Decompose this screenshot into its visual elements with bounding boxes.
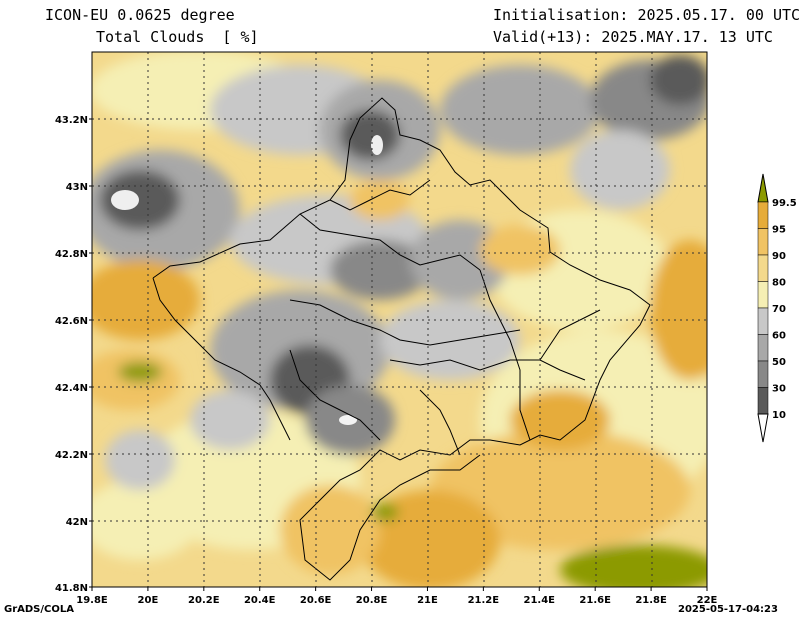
footer-credit: GrADS/COLA: [4, 604, 74, 615]
colorbar-legend: 99.5 95 90 80 70 60 50 30 10: [757, 173, 797, 443]
tick-marks: [89, 118, 708, 591]
legend-swatch: [757, 201, 769, 229]
legend-swatch: [757, 307, 769, 335]
lon-tick-label: 19.8E: [76, 595, 108, 606]
lat-tick-label: 42.8N: [55, 249, 88, 260]
legend-level-label: 70: [772, 304, 786, 315]
legend-swatch: [757, 360, 769, 388]
parameter-title: Total Clouds [ %]: [96, 28, 259, 46]
lon-tick-label: 21.8E: [635, 595, 667, 606]
legend-level-label: 50: [772, 357, 786, 368]
legend-level-label: 30: [772, 384, 786, 395]
lat-tick-label: 42N: [66, 517, 88, 528]
lon-tick-label: 20.6E: [300, 595, 332, 606]
admin-borders: [152, 97, 651, 581]
latitude-labels: 43.2N 43N 42.8N 42.6N 42.4N 42.2N 42N 41.8N: [55, 115, 88, 594]
lat-tick-label: 41.8N: [55, 583, 88, 594]
lat-tick-label: 43N: [66, 182, 88, 193]
lon-tick-label: 20.8E: [356, 595, 388, 606]
lon-tick-label: 21E: [417, 595, 438, 606]
lon-tick-label: 20.2E: [188, 595, 220, 606]
lon-tick-label: 20E: [138, 595, 159, 606]
valid-time: Valid(+13): 2025.MAY.17. 13 UTC: [493, 28, 773, 46]
lon-tick-label: 22E: [697, 595, 718, 606]
legend-swatch: [757, 281, 769, 309]
lat-tick-label: 42.6N: [55, 316, 88, 327]
legend-swatch: [757, 228, 769, 256]
init-time: Initialisation: 2025.05.17. 00 UTC: [493, 6, 800, 24]
longitude-labels: 19.8E 20E 20.2E 20.4E 20.6E 20.8E 21E 21.2E 21.4…: [76, 595, 717, 606]
lon-tick-label: 20.4E: [244, 595, 276, 606]
legend-level-label: 80: [772, 278, 786, 289]
lon-tick-label: 21.6E: [579, 595, 611, 606]
lon-tick-label: 21.2E: [468, 595, 500, 606]
legend-bottom-arrow: [757, 413, 769, 443]
lat-tick-label: 42.4N: [55, 383, 88, 394]
legend-swatch: [757, 387, 769, 415]
cloud-field: [92, 52, 707, 587]
legend-swatch: [757, 334, 769, 362]
legend-level-label: 60: [772, 331, 786, 342]
lat-tick-label: 42.2N: [55, 450, 88, 461]
legend-swatch: [757, 254, 769, 282]
legend-level-label: 10: [772, 410, 786, 421]
lat-tick-label: 43.2N: [55, 115, 88, 126]
model-title: ICON-EU 0.0625 degree: [45, 6, 235, 24]
legend-top-arrow: [757, 173, 769, 203]
legend-level-label: 95: [772, 225, 786, 236]
footer-timestamp: 2025-05-17-04:23: [678, 604, 778, 615]
graticule: [92, 52, 707, 587]
lon-tick-label: 21.4E: [524, 595, 556, 606]
legend-level-label: 99.5: [772, 198, 797, 209]
legend-level-label: 90: [772, 251, 786, 262]
